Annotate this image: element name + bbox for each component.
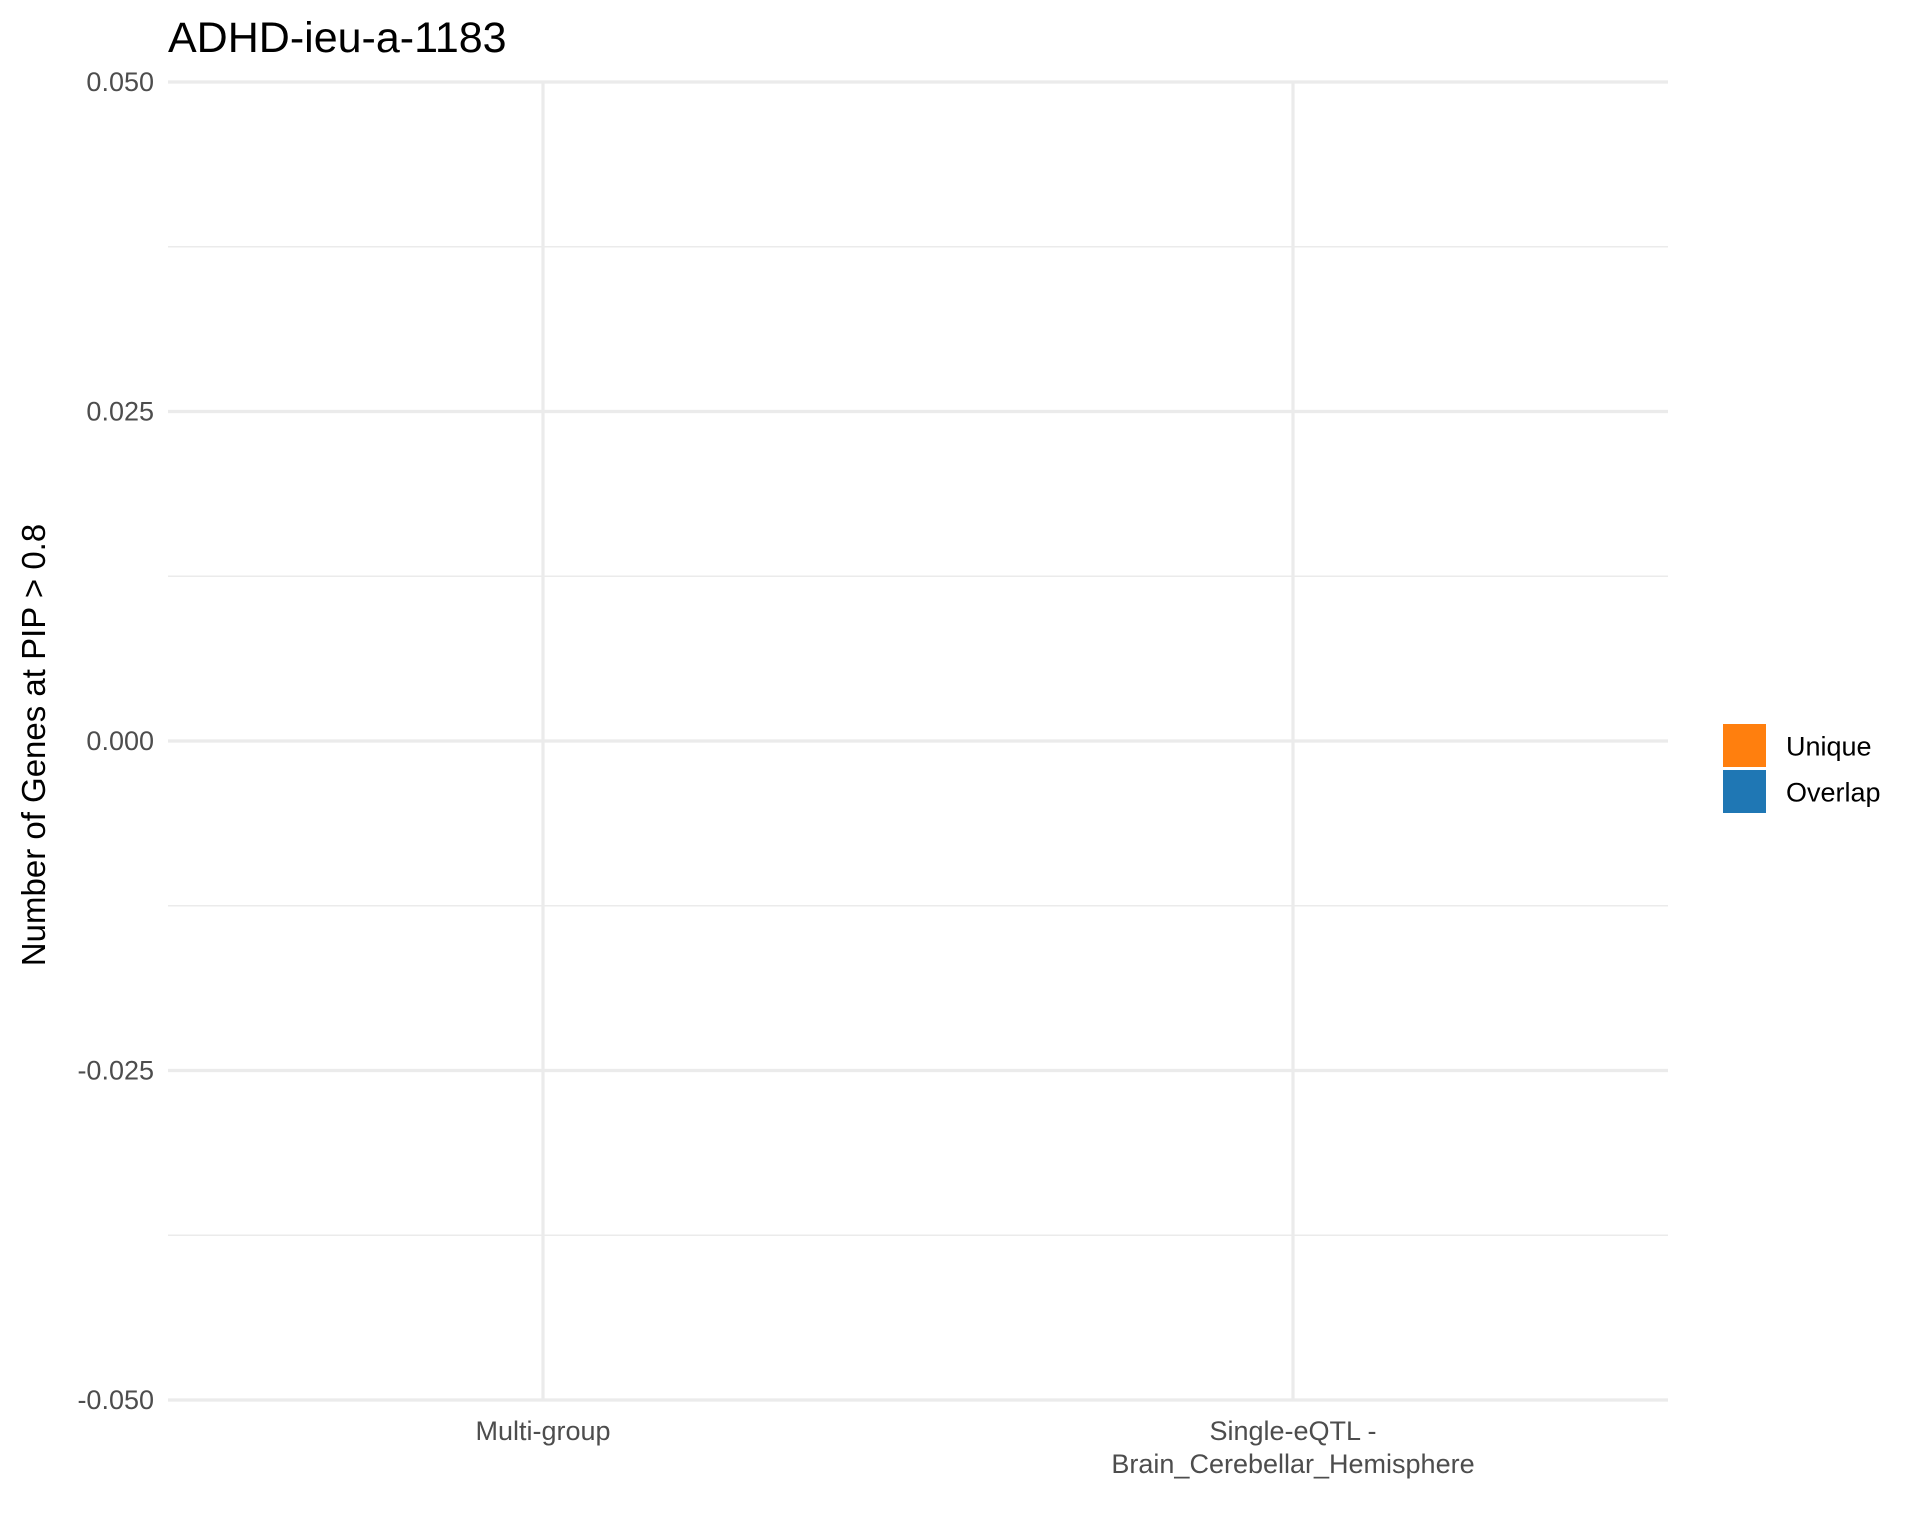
y-tick-label: 0.050 (86, 67, 154, 97)
y-tick-label: -0.050 (77, 1385, 154, 1415)
legend: Unique Overlap (1723, 724, 1881, 813)
y-tick-label: -0.025 (77, 1056, 154, 1086)
y-tick-label: 0.000 (86, 726, 154, 756)
y-axis-ticks: -0.050 -0.025 0.000 0.025 0.050 (77, 67, 154, 1415)
chart-title: ADHD-ieu-a-1183 (168, 14, 507, 62)
y-axis-title: Number of Genes at PIP > 0.8 (15, 524, 52, 966)
x-axis-ticks: Multi-group Single-eQTL -Brain_Cerebellar… (475, 1416, 1474, 1479)
legend-label-unique: Unique (1786, 732, 1872, 762)
x-tick-label: Single-eQTL -Brain_Cerebellar_Hemisphere (1111, 1416, 1474, 1479)
y-tick-label: 0.025 (86, 397, 154, 427)
legend-key-overlap (1723, 770, 1766, 813)
legend-key-unique (1723, 724, 1766, 767)
x-tick-label: Multi-group (475, 1416, 610, 1446)
legend-label-overlap: Overlap (1786, 778, 1881, 808)
grid (168, 80, 1668, 1402)
